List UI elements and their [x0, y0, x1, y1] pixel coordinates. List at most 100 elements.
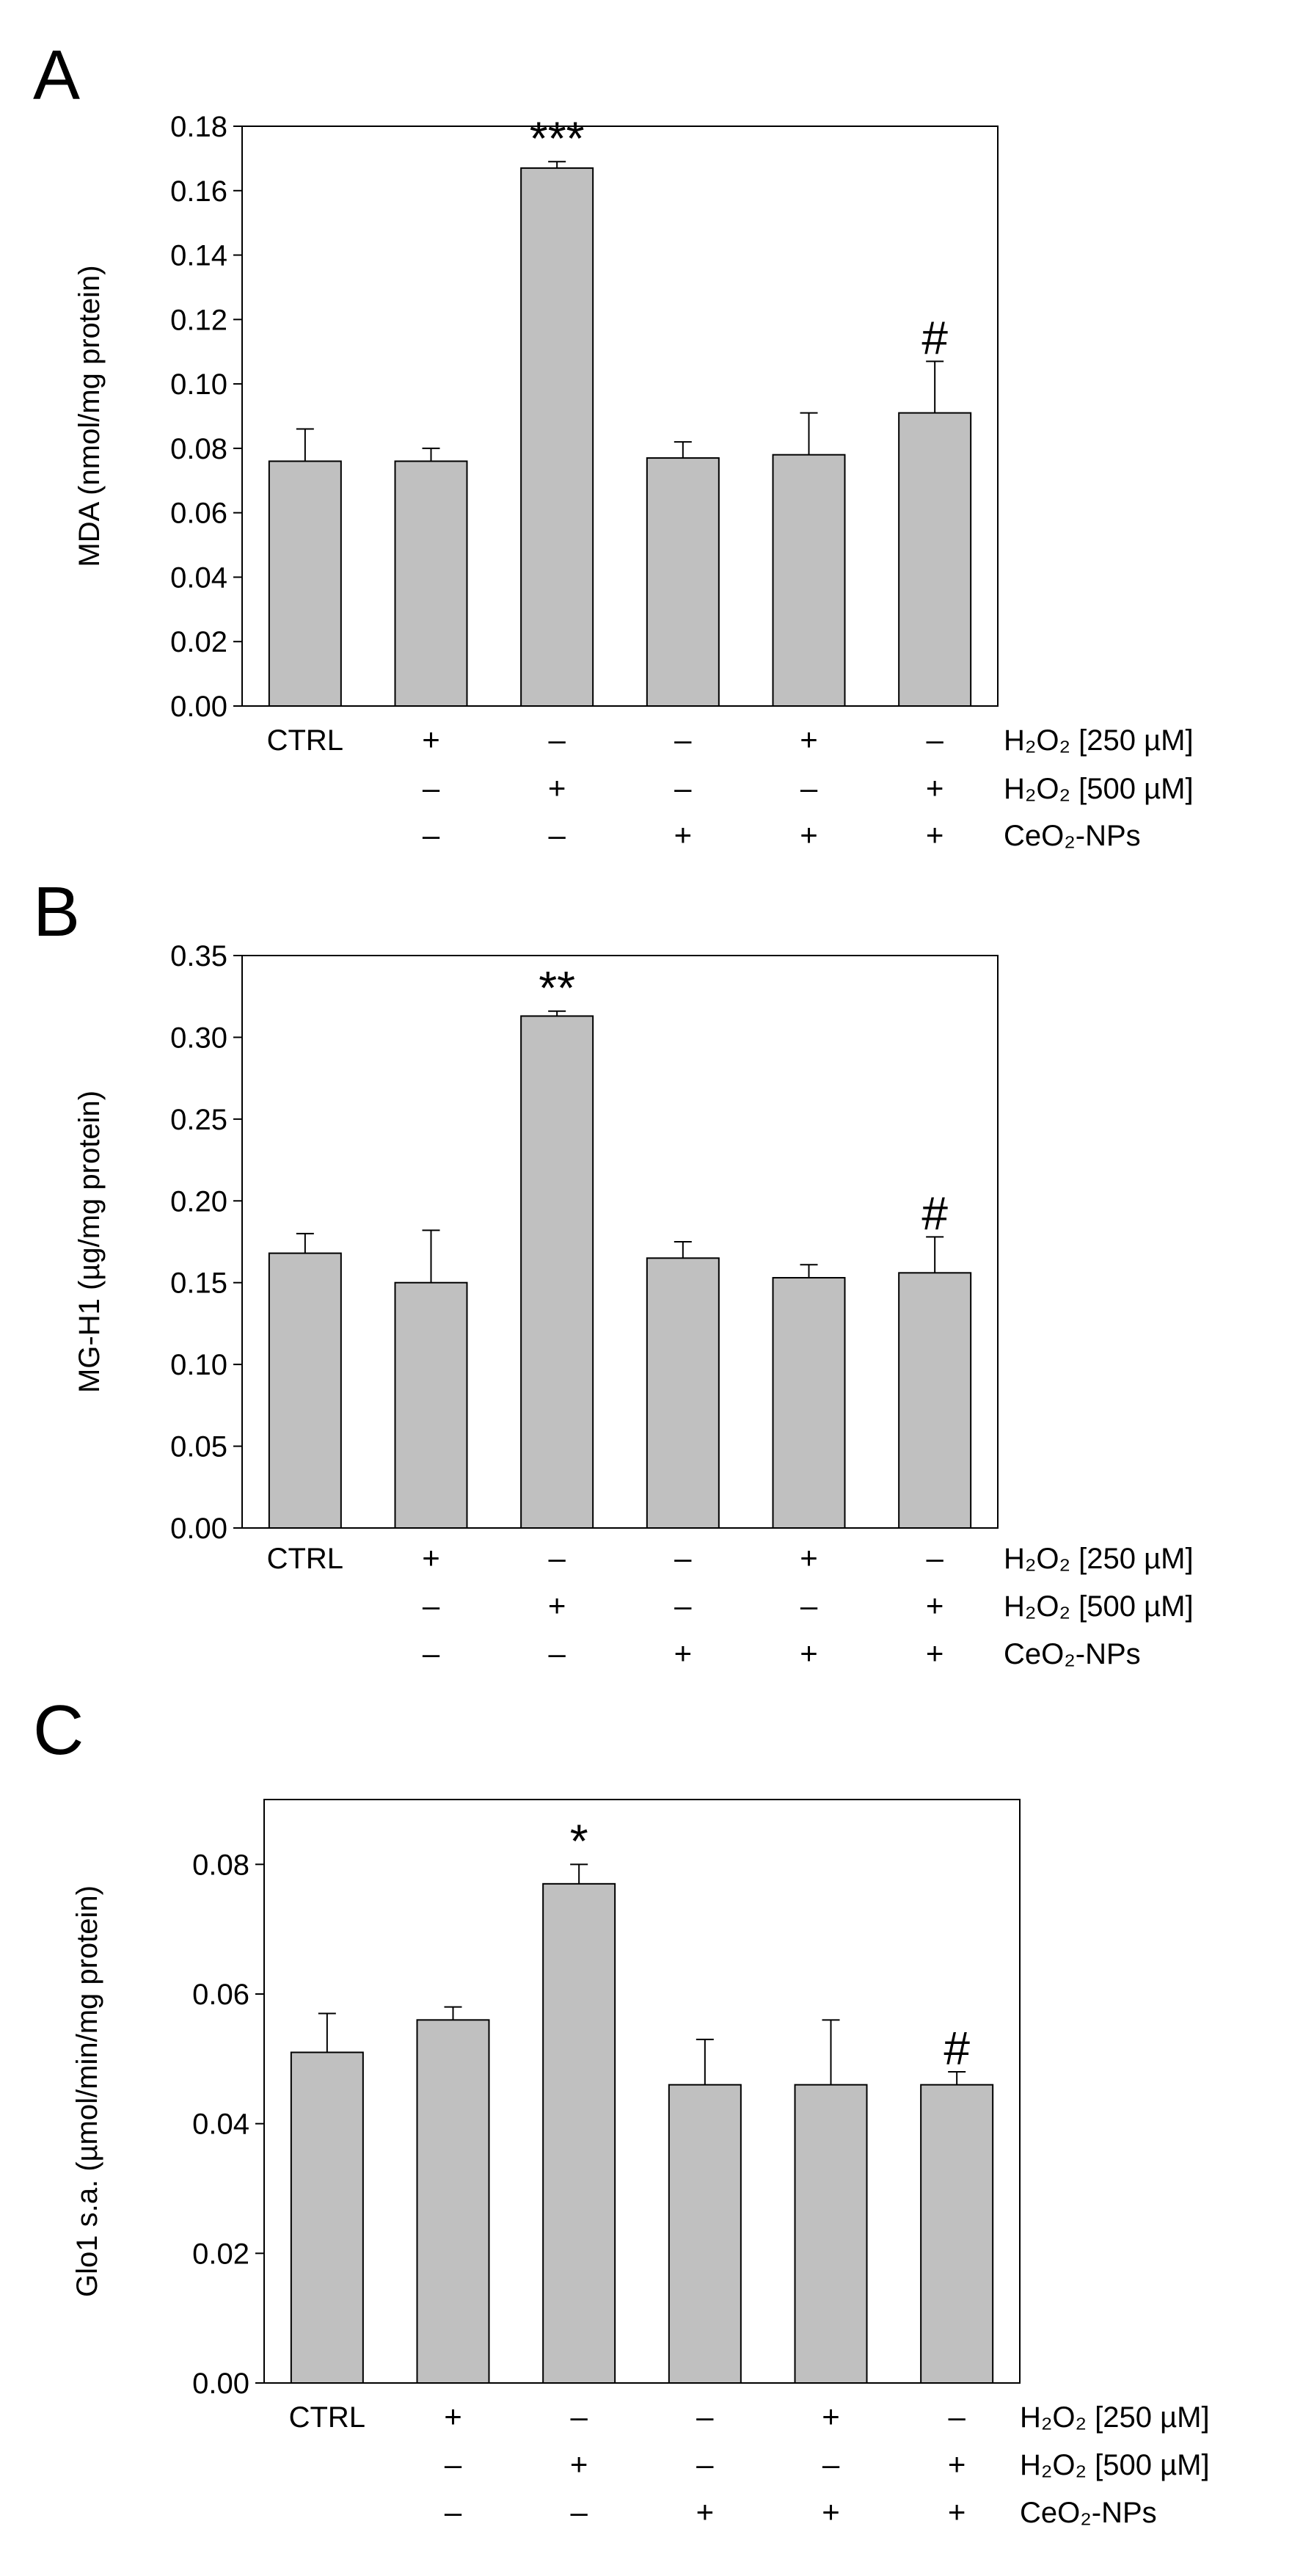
condition-mark: –	[800, 771, 818, 805]
condition-label: H₂O₂ [250 µM]	[1004, 1543, 1194, 1575]
panel-a: A *** #0.00 0.02 0.04 0.06 0.08 0.10 0.12 0.14 0.1…	[33, 36, 1194, 852]
ctrl-label: CTRL	[289, 2401, 365, 2434]
panel-c: C * #0.00 0.02 0.04 0.06 0.08 Glo1 s.a. (µmol/m…	[33, 1691, 1210, 2529]
bar	[646, 457, 720, 707]
bar	[668, 2084, 742, 2384]
y-tick-label: 0.35	[170, 940, 227, 972]
condition-label: CeO₂-NPs	[1020, 2497, 1157, 2529]
condition-mark: +	[948, 2447, 966, 2481]
condition-mark: –	[423, 1588, 440, 1623]
panel-letter: C	[33, 1691, 84, 1769]
condition-mark: –	[423, 818, 440, 852]
condition-mark: +	[926, 1588, 944, 1623]
condition-label: H₂O₂ [250 µM]	[1004, 724, 1194, 757]
condition-mark: +	[422, 722, 440, 757]
condition-mark: –	[445, 2495, 462, 2529]
condition-label: H₂O₂ [500 µM]	[1020, 2449, 1210, 2481]
significance-marker: #	[944, 2022, 970, 2075]
y-tick-label: 0.04	[192, 2109, 249, 2141]
bar	[520, 167, 594, 707]
condition-mark: –	[423, 771, 440, 805]
condition-mark: –	[800, 1588, 818, 1623]
condition-label: CeO₂-NPs	[1004, 820, 1141, 852]
condition-mark: +	[822, 2495, 840, 2529]
condition-mark: –	[696, 2447, 714, 2481]
y-tick-label: 0.10	[170, 368, 227, 401]
y-tick-label: 0.10	[170, 1349, 227, 1381]
significance-marker: **	[539, 961, 575, 1014]
condition-mark: +	[926, 818, 944, 852]
condition-mark: –	[570, 2399, 588, 2434]
condition-mark: –	[445, 2447, 462, 2481]
bar	[416, 2019, 490, 2384]
condition-mark: +	[696, 2495, 715, 2529]
bar	[268, 1252, 342, 1529]
condition-mark: +	[800, 1540, 818, 1575]
ctrl-label: CTRL	[267, 1543, 343, 1575]
y-tick-label: 0.12	[170, 304, 227, 336]
bar	[772, 454, 846, 707]
y-tick-label: 0.14	[170, 240, 227, 272]
significance-marker: #	[921, 311, 948, 364]
panel-letter: B	[33, 873, 80, 951]
condition-mark: +	[674, 1636, 693, 1670]
bar	[794, 2084, 868, 2384]
condition-mark: –	[570, 2495, 588, 2529]
condition-mark: –	[548, 1540, 566, 1575]
condition-mark: –	[926, 1540, 944, 1575]
condition-mark: –	[822, 2447, 840, 2481]
condition-label: H₂O₂ [500 µM]	[1004, 1590, 1194, 1623]
y-axis-title: MDA (nmol/mg protein)	[73, 265, 106, 567]
condition-mark: +	[548, 1588, 566, 1623]
y-tick-label: 0.15	[170, 1267, 227, 1300]
condition-mark: +	[444, 2399, 462, 2434]
y-tick-label: 0.30	[170, 1022, 227, 1054]
y-axis-title: MG-H1 (µg/mg protein)	[73, 1091, 106, 1393]
panel-b: B ** #0.00 0.05 0.10 0.15 0.20 0.25 0.30 0.35 MG-H…	[33, 873, 1194, 1670]
bar	[394, 460, 468, 707]
y-tick-label: 0.06	[170, 498, 227, 530]
condition-mark: –	[548, 722, 566, 757]
y-tick-label: 0.02	[170, 626, 227, 658]
condition-mark: +	[800, 818, 818, 852]
bar	[772, 1277, 846, 1529]
condition-label: H₂O₂ [500 µM]	[1004, 773, 1194, 805]
y-tick-label: 0.16	[170, 175, 227, 208]
bar	[898, 412, 972, 707]
bar	[268, 460, 342, 707]
plot-frame	[263, 1799, 1021, 2384]
y-tick-label: 0.04	[170, 561, 227, 594]
condition-mark: +	[800, 722, 818, 757]
condition-mark: –	[674, 722, 692, 757]
bar	[520, 1015, 594, 1529]
condition-mark: –	[926, 722, 944, 757]
bar	[542, 1882, 616, 2384]
condition-mark: +	[570, 2447, 588, 2481]
condition-label: CeO₂-NPs	[1004, 1638, 1141, 1670]
condition-mark: –	[696, 2399, 714, 2434]
bar	[898, 1272, 972, 1529]
y-tick-label: 0.08	[192, 1849, 249, 1881]
condition-mark: –	[548, 818, 566, 852]
y-tick-label: 0.00	[170, 1513, 227, 1545]
condition-mark: +	[422, 1540, 440, 1575]
bar	[290, 2051, 364, 2384]
condition-mark: +	[822, 2399, 840, 2434]
condition-mark: –	[674, 1588, 692, 1623]
significance-marker: #	[921, 1187, 948, 1240]
condition-mark: +	[948, 2495, 966, 2529]
condition-mark: +	[674, 818, 693, 852]
condition-mark: –	[423, 1636, 440, 1670]
y-tick-label: 0.08	[170, 433, 227, 465]
condition-mark: –	[948, 2399, 966, 2434]
y-tick-label: 0.25	[170, 1104, 227, 1136]
y-tick-label: 0.06	[192, 1979, 249, 2011]
bar	[646, 1257, 720, 1529]
condition-mark: –	[674, 1540, 692, 1575]
y-tick-label: 0.00	[170, 691, 227, 723]
significance-marker: ***	[530, 112, 585, 164]
ctrl-label: CTRL	[267, 724, 343, 757]
plot-frame	[241, 125, 999, 707]
bar	[394, 1281, 468, 1529]
